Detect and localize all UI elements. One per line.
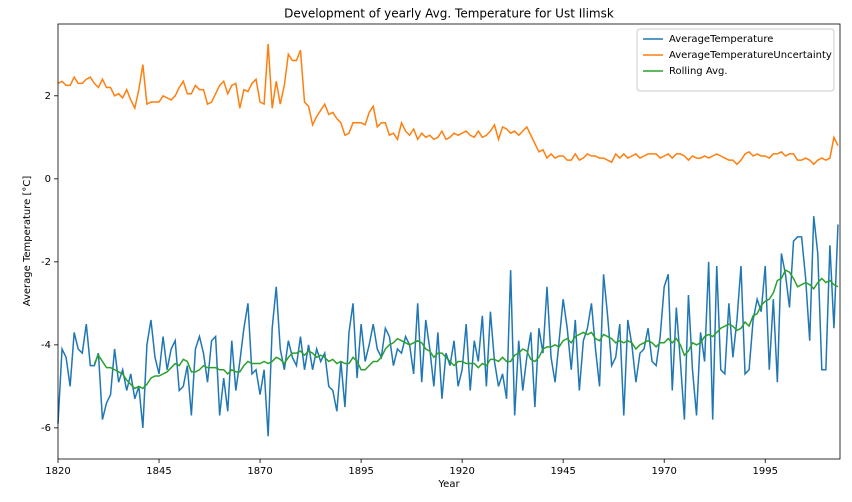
legend-label: Rolling Avg.	[669, 66, 728, 77]
y-tick-label: -6	[41, 423, 51, 434]
legend-label: AverageTemperature	[669, 34, 773, 45]
legend: AverageTemperature AverageTemperatureUnce…	[636, 28, 835, 92]
y-axis-label: Average Temperature [°C]	[22, 176, 33, 307]
x-tick-label: 1945	[550, 466, 575, 477]
y-tick-label: -4	[41, 340, 51, 351]
x-tick-label: 1895	[348, 466, 373, 477]
x-tick-label: 1870	[247, 466, 272, 477]
x-tick-label: 1995	[753, 466, 778, 477]
series-line	[57, 43, 839, 166]
chart-title: Development of yearly Avg. Temperature f…	[284, 7, 614, 21]
legend-box	[636, 28, 835, 92]
x-tick-label: 1920	[449, 466, 474, 477]
x-axis-label: Year	[437, 479, 460, 490]
y-tick-label: 2	[45, 91, 51, 102]
series-line	[93, 269, 839, 390]
y-tick-label: 0	[45, 174, 51, 185]
axes-frame	[57, 23, 841, 460]
x-tick-label: 1970	[651, 466, 676, 477]
x-tick-label: 1820	[45, 466, 70, 477]
legend-label: AverageTemperatureUncertainty	[669, 50, 832, 61]
x-tick-label: 1845	[146, 466, 171, 477]
y-tick-label: -2	[41, 257, 51, 268]
plot-area	[57, 43, 839, 437]
